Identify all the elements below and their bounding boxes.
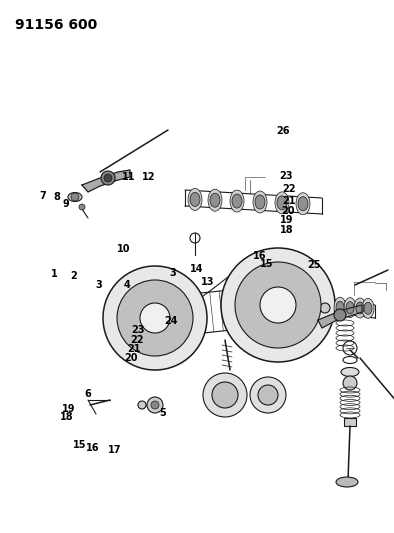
Ellipse shape xyxy=(298,197,308,211)
Circle shape xyxy=(71,193,79,201)
Text: 7: 7 xyxy=(39,191,46,201)
Text: 22: 22 xyxy=(130,335,143,345)
Text: 9: 9 xyxy=(62,199,69,208)
Text: 3: 3 xyxy=(169,268,176,278)
Ellipse shape xyxy=(296,193,310,215)
Ellipse shape xyxy=(334,297,346,317)
Circle shape xyxy=(250,377,286,413)
Text: 13: 13 xyxy=(201,278,214,287)
Ellipse shape xyxy=(190,192,200,206)
Text: 21: 21 xyxy=(127,344,141,354)
Text: 18: 18 xyxy=(60,412,74,422)
Text: 14: 14 xyxy=(190,264,203,274)
Text: 3: 3 xyxy=(96,280,102,290)
Text: 91156 600: 91156 600 xyxy=(15,18,97,32)
Ellipse shape xyxy=(68,192,82,201)
Circle shape xyxy=(343,376,357,390)
Circle shape xyxy=(138,401,146,409)
Text: 23: 23 xyxy=(131,326,145,335)
Circle shape xyxy=(258,385,278,405)
Text: 2: 2 xyxy=(70,271,77,281)
Text: 16: 16 xyxy=(253,251,267,261)
Text: 20: 20 xyxy=(124,353,138,363)
Text: 18: 18 xyxy=(280,225,294,235)
Text: 19: 19 xyxy=(280,215,293,225)
Ellipse shape xyxy=(336,301,344,313)
Circle shape xyxy=(203,373,247,417)
Text: 6: 6 xyxy=(85,390,91,399)
Text: 24: 24 xyxy=(165,316,178,326)
Circle shape xyxy=(320,303,330,313)
Ellipse shape xyxy=(356,302,364,314)
Text: 12: 12 xyxy=(142,173,155,182)
Text: 19: 19 xyxy=(62,405,75,414)
Ellipse shape xyxy=(344,297,356,318)
Text: 17: 17 xyxy=(108,446,122,455)
Text: 21: 21 xyxy=(282,197,296,206)
Ellipse shape xyxy=(354,298,366,318)
Text: 25: 25 xyxy=(307,261,321,270)
Bar xyxy=(344,418,356,426)
Circle shape xyxy=(334,309,346,321)
Text: 1: 1 xyxy=(51,270,58,279)
Ellipse shape xyxy=(364,302,372,314)
Ellipse shape xyxy=(341,367,359,376)
Text: 15: 15 xyxy=(260,259,273,269)
Ellipse shape xyxy=(275,192,289,214)
Text: 15: 15 xyxy=(73,440,87,450)
Ellipse shape xyxy=(188,188,202,211)
Circle shape xyxy=(103,266,207,370)
Text: 5: 5 xyxy=(160,408,166,418)
Circle shape xyxy=(140,303,170,333)
Ellipse shape xyxy=(210,193,220,207)
Text: 16: 16 xyxy=(86,443,99,453)
Ellipse shape xyxy=(336,477,358,487)
Ellipse shape xyxy=(232,194,242,208)
Circle shape xyxy=(151,401,159,409)
Ellipse shape xyxy=(230,190,244,212)
Text: 22: 22 xyxy=(282,184,296,194)
Polygon shape xyxy=(82,170,130,192)
Ellipse shape xyxy=(277,196,287,210)
Circle shape xyxy=(117,280,193,356)
Circle shape xyxy=(221,248,335,362)
Text: 26: 26 xyxy=(276,126,289,135)
Ellipse shape xyxy=(253,191,267,213)
Circle shape xyxy=(79,204,85,210)
Circle shape xyxy=(212,382,238,408)
Ellipse shape xyxy=(208,189,222,211)
Circle shape xyxy=(147,397,163,413)
Polygon shape xyxy=(318,305,362,328)
Circle shape xyxy=(101,171,115,185)
Text: 11: 11 xyxy=(122,173,136,182)
Ellipse shape xyxy=(362,298,374,318)
Circle shape xyxy=(260,287,296,323)
Text: 4: 4 xyxy=(123,280,130,290)
Ellipse shape xyxy=(346,302,354,313)
Text: 20: 20 xyxy=(281,206,294,216)
Text: 10: 10 xyxy=(117,245,130,254)
Ellipse shape xyxy=(255,195,265,209)
Circle shape xyxy=(104,174,112,182)
Text: 8: 8 xyxy=(53,192,60,202)
Text: 23: 23 xyxy=(280,171,293,181)
Circle shape xyxy=(235,262,321,348)
